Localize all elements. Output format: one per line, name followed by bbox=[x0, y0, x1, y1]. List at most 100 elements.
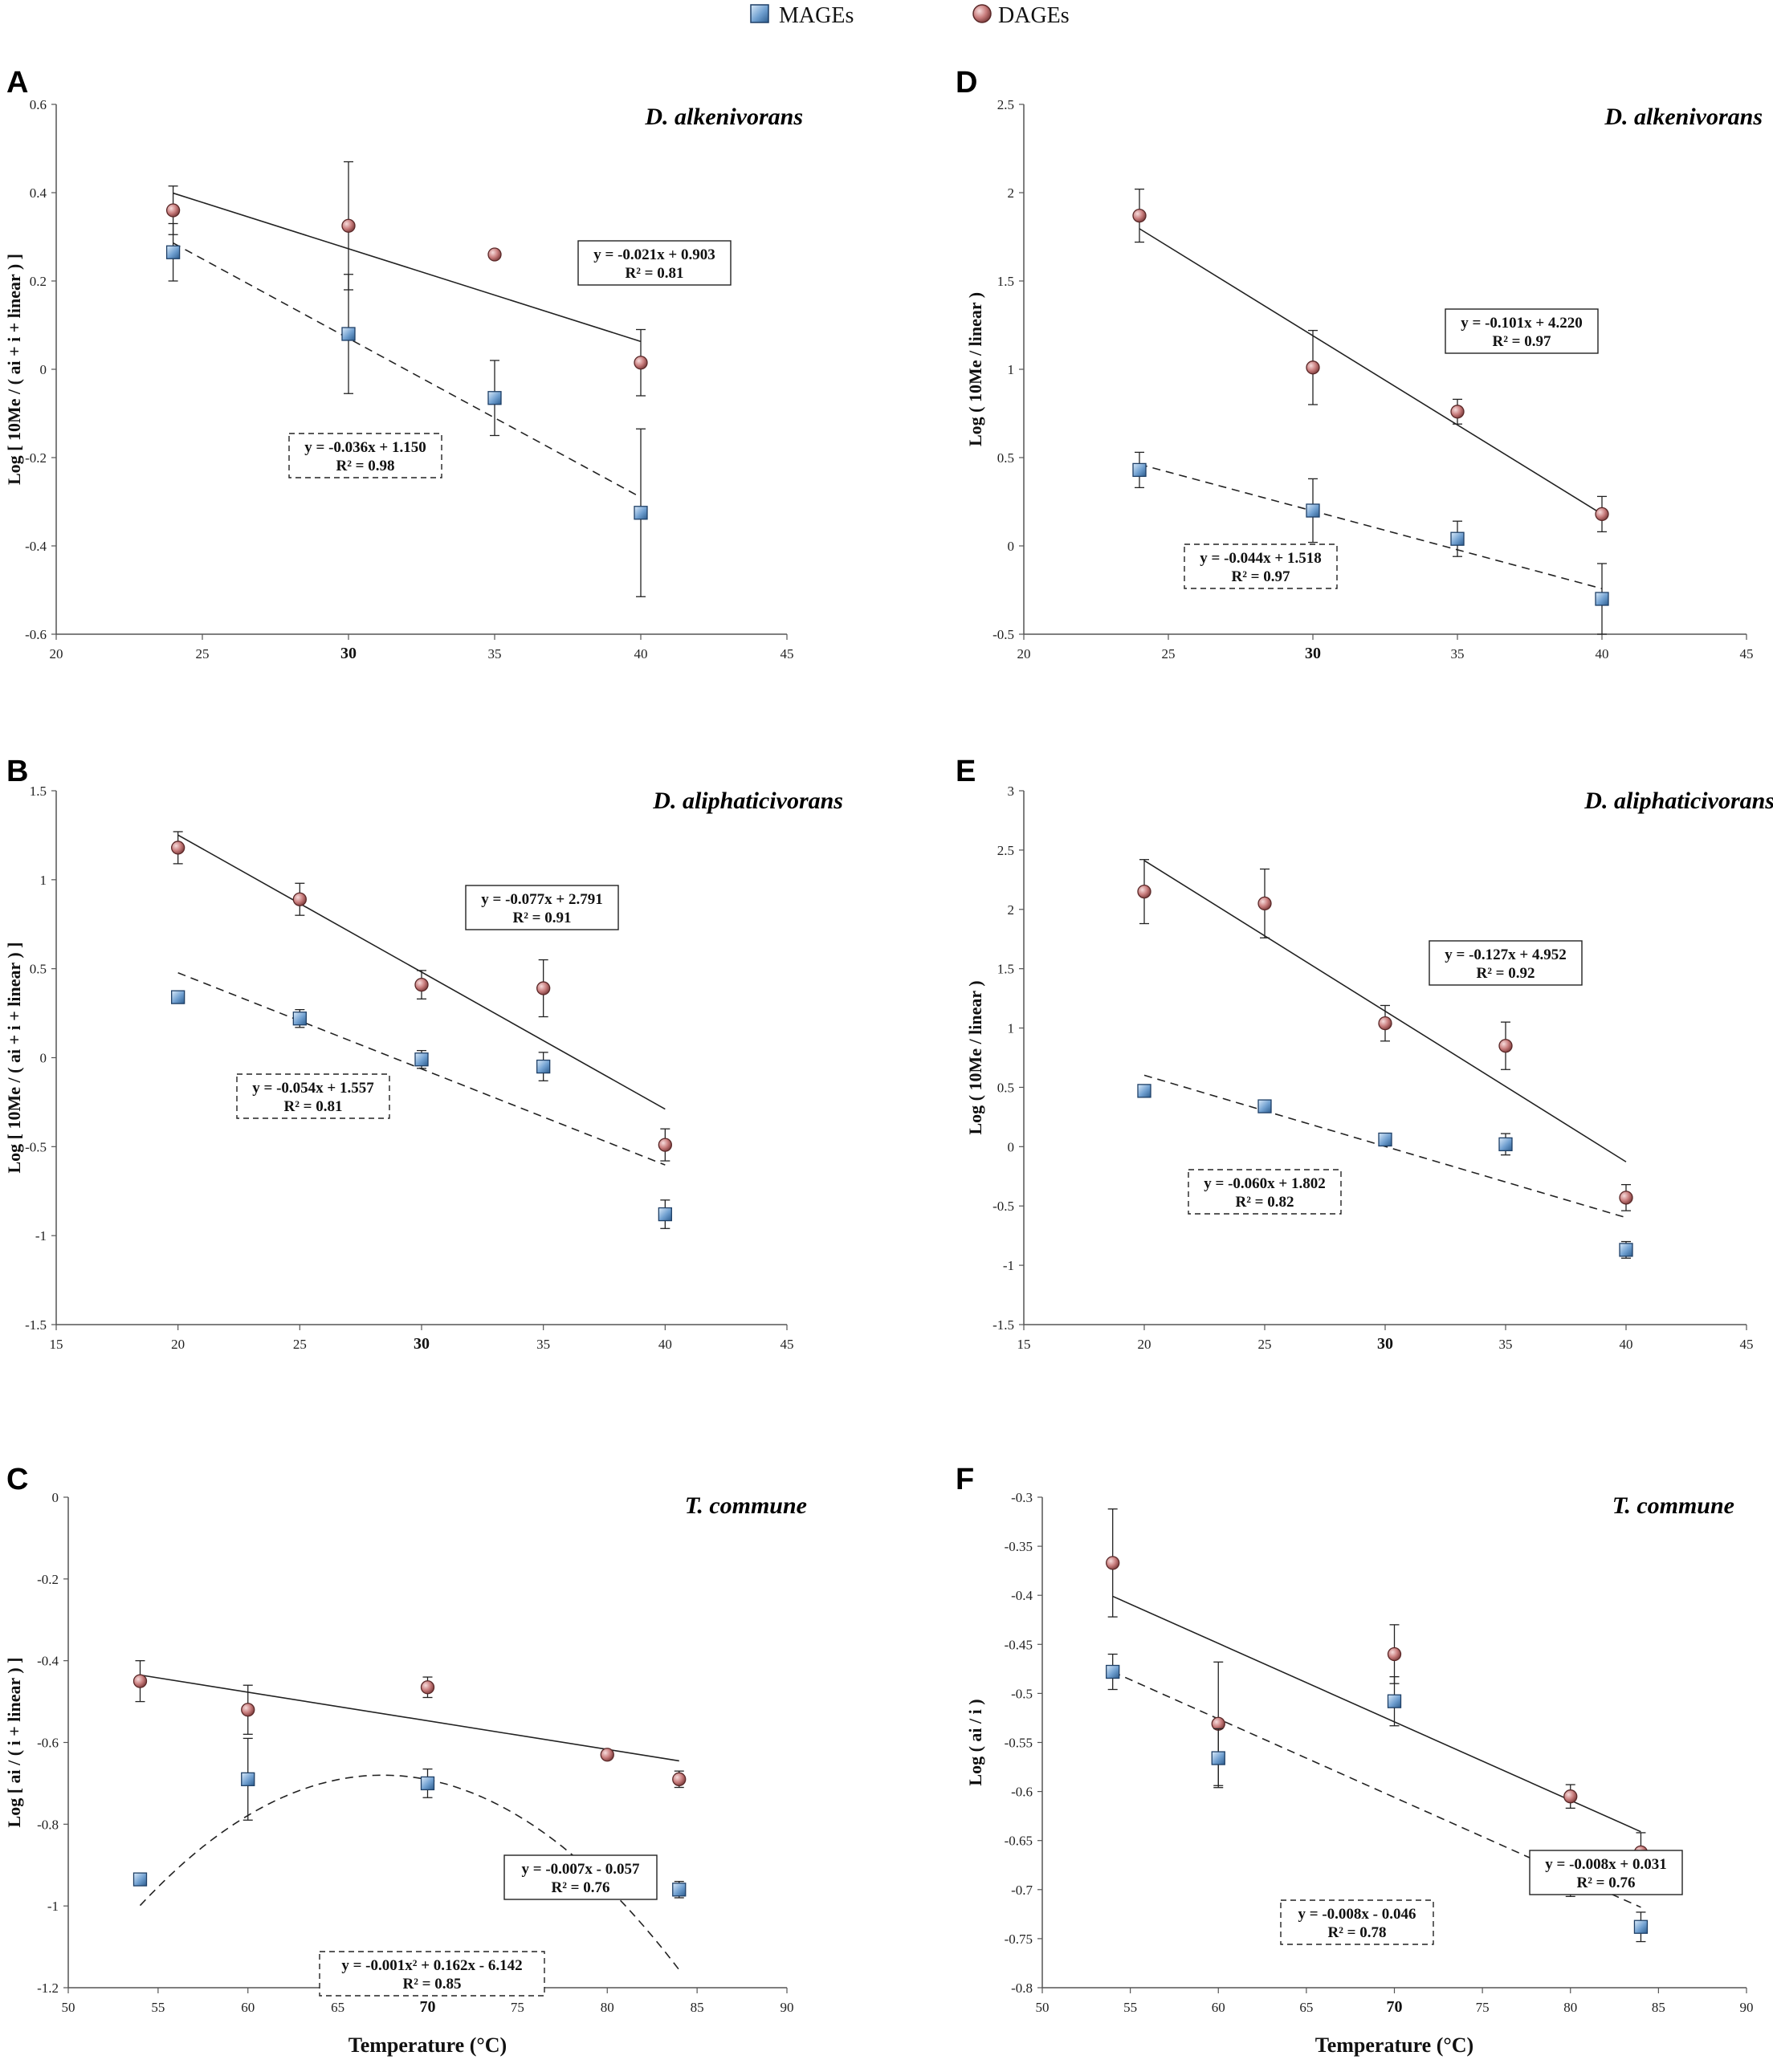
x-tick-label: 55 bbox=[151, 2000, 165, 2015]
x-axis-label: Temperature (°C) bbox=[348, 2033, 507, 2057]
dages-point bbox=[600, 1748, 614, 1762]
dages-point bbox=[487, 247, 502, 262]
mages-point bbox=[1137, 1084, 1151, 1098]
x-tick-label: 35 bbox=[1499, 1337, 1513, 1352]
x-tick-label: 45 bbox=[1740, 1337, 1754, 1352]
mages-point bbox=[1132, 462, 1147, 478]
y-tick-label: 0.5 bbox=[30, 962, 47, 977]
species-title: D. aliphaticivorans bbox=[1583, 788, 1773, 814]
y-tick-label: -0.4 bbox=[1011, 1588, 1033, 1603]
y-tick-label: -0.6 bbox=[25, 627, 47, 642]
x-tick-label: 35 bbox=[536, 1337, 550, 1352]
mages-trendline bbox=[1139, 463, 1603, 590]
y-tick-label: 0.4 bbox=[30, 185, 47, 201]
legend-dages-marker bbox=[972, 4, 992, 23]
dages-equation-box bbox=[503, 1854, 658, 1900]
y-axis-label: Log [ 10Me / ( ai + i + linear ) ] bbox=[4, 942, 24, 1173]
mages-equation: y = -0.060x + 1.802 bbox=[1204, 1175, 1325, 1192]
dages-point bbox=[414, 977, 429, 992]
x-tick-label: 85 bbox=[691, 2000, 704, 2015]
mages-r-squared: R² = 0.98 bbox=[336, 458, 395, 474]
legend: MAGEs DAGEs bbox=[750, 3, 1070, 28]
dages-equation: y = -0.021x + 0.903 bbox=[593, 246, 715, 263]
y-axis-label: Log [ 10Me / ( ai + i + linear ) ] bbox=[4, 254, 24, 485]
x-tick-label: 30 bbox=[1377, 1335, 1393, 1353]
dages-equation: y = -0.007x - 0.057 bbox=[522, 1861, 640, 1878]
x-tick-label: 25 bbox=[1258, 1337, 1272, 1352]
dages-trendline bbox=[1112, 1595, 1641, 1833]
y-tick-label: -1 bbox=[35, 1228, 47, 1244]
y-tick-label: -1 bbox=[47, 1899, 59, 1914]
mages-point bbox=[414, 1052, 429, 1067]
mages-equation-box bbox=[288, 433, 442, 478]
y-tick-label: 2 bbox=[1008, 902, 1015, 918]
dages-equation-box bbox=[1529, 1850, 1683, 1895]
y-tick-label: -0.4 bbox=[25, 539, 47, 554]
y-tick-label: 2.5 bbox=[997, 97, 1014, 112]
dages-equation-box bbox=[465, 885, 619, 930]
y-tick-label: 2.5 bbox=[997, 843, 1014, 858]
mages-point bbox=[1257, 1099, 1272, 1113]
y-tick-label: -0.2 bbox=[25, 450, 47, 466]
mages-point bbox=[1211, 1751, 1225, 1765]
mages-equation: y = -0.036x + 1.150 bbox=[304, 439, 426, 456]
dages-point bbox=[1450, 405, 1465, 419]
mages-point bbox=[1619, 1243, 1633, 1257]
panel-d-chart: -0.5 0 0.5 1 1.5 2 2.5 20 25 30 35 40 45 Log ( 10Me /… bbox=[956, 66, 1763, 662]
species-title: D. aliphaticivorans bbox=[652, 788, 843, 814]
mages-r-squared: R² = 0.97 bbox=[1232, 568, 1290, 585]
dages-r-squared: R² = 0.76 bbox=[552, 1879, 610, 1896]
mages-point bbox=[1595, 592, 1609, 606]
y-tick-label: 1.5 bbox=[997, 274, 1014, 289]
x-tick-label: 20 bbox=[1017, 646, 1031, 661]
x-tick-label: 60 bbox=[1212, 2000, 1225, 2015]
mages-point bbox=[658, 1207, 672, 1222]
x-tick-label: 40 bbox=[1596, 646, 1609, 661]
x-tick-label: 30 bbox=[414, 1335, 430, 1353]
y-tick-label: 0.5 bbox=[997, 450, 1014, 466]
y-tick-label: -0.55 bbox=[1005, 1736, 1033, 1751]
dages-point bbox=[165, 203, 181, 218]
y-tick-label: -0.35 bbox=[1005, 1539, 1033, 1554]
mages-point bbox=[292, 1012, 307, 1026]
x-tick-label: 20 bbox=[171, 1337, 185, 1352]
mages-equation-box bbox=[236, 1073, 390, 1119]
legend-mages-label: MAGEs bbox=[779, 3, 854, 28]
dages-equation: y = -0.077x + 2.791 bbox=[481, 891, 602, 908]
mages-point bbox=[1106, 1664, 1120, 1679]
dages-r-squared: R² = 0.91 bbox=[513, 910, 572, 926]
mages-r-squared: R² = 0.78 bbox=[1328, 1924, 1387, 1941]
x-tick-label: 25 bbox=[293, 1337, 307, 1352]
y-tick-label: -0.6 bbox=[1011, 1785, 1033, 1800]
dages-point bbox=[1595, 507, 1609, 522]
dages-r-squared: R² = 0.97 bbox=[1493, 333, 1551, 350]
dages-equation: y = -0.101x + 4.220 bbox=[1461, 315, 1582, 332]
mages-point bbox=[634, 506, 648, 520]
species-title: D. alkenivorans bbox=[1604, 104, 1763, 130]
mages-point bbox=[171, 990, 185, 1004]
y-tick-label: 0 bbox=[52, 1490, 59, 1505]
mages-equation: y = -0.008x - 0.046 bbox=[1298, 1906, 1416, 1923]
mages-trendline bbox=[173, 242, 642, 499]
mages-r-squared: R² = 0.81 bbox=[284, 1098, 343, 1115]
y-tick-label: 1 bbox=[1008, 1021, 1015, 1036]
panel-f-chart: -0.8 -0.75 -0.7 -0.65 -0.6 -0.55 -0.5 -0.45 -0.4… bbox=[956, 1463, 1754, 2057]
panel-e-chart: -1.5 -1 -0.5 0 0.5 1 1.5 2 2.5 3 15 20 25 30 35 40 45 Log… bbox=[956, 755, 1773, 1353]
x-tick-label: 50 bbox=[1036, 2000, 1050, 2015]
dages-equation-box bbox=[1429, 940, 1583, 986]
dages-point bbox=[341, 218, 356, 233]
panel-letter: D bbox=[956, 66, 977, 100]
dages-equation-box bbox=[1445, 308, 1599, 354]
mages-point bbox=[1633, 1919, 1649, 1934]
y-tick-label: -0.5 bbox=[992, 627, 1014, 642]
panel-letter: A bbox=[6, 66, 28, 100]
x-tick-label: 40 bbox=[658, 1337, 672, 1352]
y-tick-label: -0.5 bbox=[992, 1199, 1014, 1214]
mages-r-squared: R² = 0.82 bbox=[1236, 1194, 1294, 1211]
mages-point bbox=[341, 327, 356, 341]
x-tick-label: 90 bbox=[781, 2000, 794, 2015]
y-tick-label: 2 bbox=[1008, 185, 1015, 201]
mages-equation: y = -0.044x + 1.518 bbox=[1200, 550, 1321, 567]
mages-point bbox=[165, 245, 181, 259]
mages-trendline bbox=[177, 972, 666, 1166]
